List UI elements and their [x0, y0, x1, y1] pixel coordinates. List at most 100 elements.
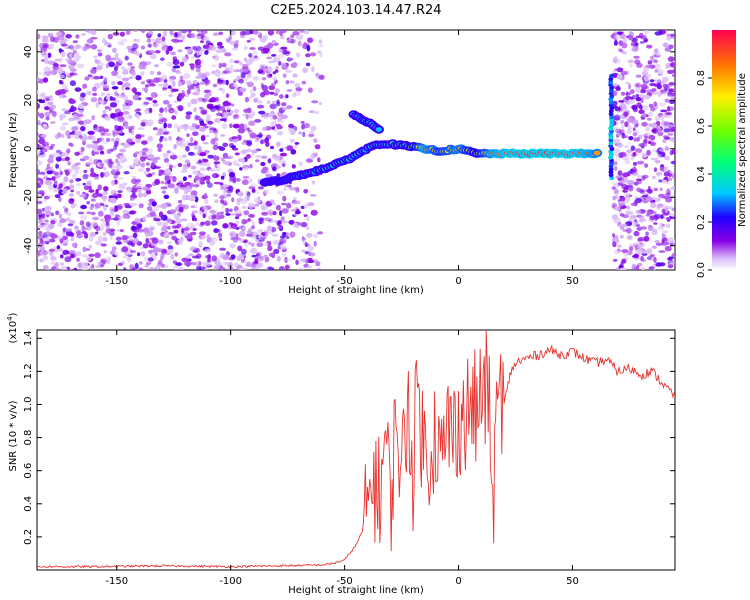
noise-speckle	[137, 222, 143, 229]
noise-speckle	[664, 240, 670, 243]
noise-speckle	[88, 244, 92, 249]
noise-speckle	[612, 258, 618, 262]
noise-speckle	[276, 124, 281, 130]
noise-speckle	[64, 156, 70, 161]
x-tick-label: -100	[219, 276, 242, 287]
noise-speckle	[231, 136, 238, 140]
noise-speckle	[37, 177, 44, 181]
noise-speckle	[110, 57, 117, 61]
noise-speckle	[202, 158, 209, 163]
noise-speckle	[64, 256, 72, 263]
noise-speckle	[238, 78, 245, 84]
noise-speckle	[199, 106, 204, 110]
colorbar-tick-label: 0.6	[696, 118, 707, 134]
noise-speckle	[254, 203, 259, 207]
noise-speckle	[146, 137, 154, 143]
noise-speckle	[257, 46, 265, 51]
noise-speckle	[59, 238, 64, 244]
noise-speckle	[101, 222, 106, 228]
noise-speckle	[251, 225, 255, 230]
noise-speckle	[216, 163, 220, 168]
noise-speckle	[290, 149, 296, 155]
noise-speckle	[225, 261, 230, 266]
noise-speckle	[656, 203, 663, 209]
noise-speckle	[160, 203, 168, 209]
noise-speckle	[238, 230, 246, 237]
noise-speckle	[617, 170, 623, 176]
noise-speckle	[218, 62, 222, 69]
noise-speckle	[44, 179, 52, 185]
noise-speckle	[301, 80, 307, 85]
noise-speckle	[50, 143, 56, 147]
noise-speckle	[226, 193, 232, 197]
noise-speckle	[86, 143, 94, 148]
noise-speckle	[43, 195, 50, 200]
noise-speckle	[150, 251, 156, 258]
noise-speckle	[225, 207, 230, 214]
noise-speckle	[246, 107, 252, 114]
noise-speckle	[95, 231, 99, 235]
noise-speckle	[638, 109, 645, 115]
noise-speckle	[198, 261, 202, 266]
noise-speckle	[628, 98, 635, 105]
noise-speckle	[116, 75, 122, 79]
noise-speckle	[100, 150, 104, 155]
noise-speckle	[140, 162, 146, 168]
noise-speckle	[267, 245, 273, 252]
noise-speckle	[130, 194, 138, 199]
noise-speckle	[203, 162, 211, 167]
noise-speckle	[281, 252, 287, 257]
noise-speckle	[195, 67, 201, 73]
noise-speckle	[613, 40, 618, 46]
noise-speckle	[103, 42, 111, 46]
noise-speckle	[86, 200, 91, 205]
y-tick-label: 0	[23, 146, 34, 152]
noise-speckle	[252, 76, 259, 81]
noise-speckle	[149, 227, 155, 231]
noise-speckle	[148, 50, 156, 54]
noise-speckle	[89, 206, 94, 211]
noise-speckle	[232, 69, 240, 73]
noise-speckle	[647, 225, 654, 232]
noise-speckle	[69, 253, 75, 259]
noise-speckle	[151, 201, 157, 207]
noise-speckle	[146, 79, 151, 84]
noise-speckle	[41, 38, 49, 43]
noise-speckle	[216, 48, 222, 54]
noise-speckle	[82, 173, 89, 180]
noise-speckle	[281, 220, 287, 224]
noise-speckle	[625, 81, 630, 85]
noise-speckle	[91, 135, 97, 142]
noise-speckle	[664, 98, 670, 103]
noise-speckle	[649, 215, 656, 221]
noise-speckle	[273, 220, 279, 224]
noise-speckle	[288, 123, 294, 129]
noise-speckle	[267, 225, 273, 232]
noise-speckle	[209, 209, 216, 214]
noise-speckle	[657, 131, 664, 137]
noise-speckle	[257, 69, 264, 74]
noise-speckle	[122, 255, 128, 259]
noise-speckle	[39, 171, 46, 175]
noise-speckle	[273, 92, 279, 96]
noise-speckle	[162, 131, 169, 135]
noise-speckle	[125, 87, 130, 90]
noise-speckle	[232, 239, 238, 243]
noise-speckle	[190, 231, 197, 236]
noise-speckle	[267, 267, 275, 270]
noise-speckle	[103, 167, 107, 171]
noise-speckle	[281, 62, 287, 69]
noise-speckle	[200, 221, 205, 225]
noise-speckle	[168, 135, 173, 141]
noise-speckle	[644, 163, 649, 168]
noise-speckle	[148, 43, 152, 48]
noise-speckle	[99, 162, 105, 167]
noise-speckle	[124, 240, 131, 243]
noise-speckle	[153, 77, 160, 83]
noise-speckle	[62, 242, 68, 246]
noise-speckle	[73, 131, 78, 137]
noise-speckle	[153, 217, 157, 221]
noise-speckle	[313, 240, 317, 247]
noise-speckle	[658, 30, 663, 35]
noise-speckle	[105, 256, 112, 261]
